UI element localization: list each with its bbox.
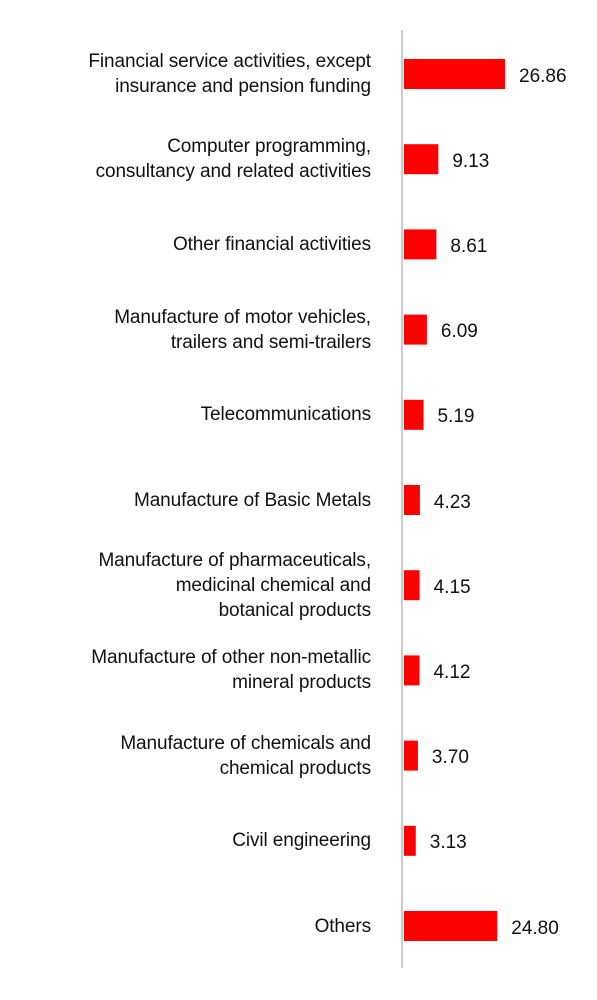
bar-6 [404,485,420,515]
value-label-3: 8.61 [450,235,488,257]
bars-group [404,59,505,941]
value-label-1: 26.86 [519,65,567,87]
bar-10 [404,825,416,856]
category-label-1: Financial service activities, except ins… [88,51,371,97]
category-label-10: Civil engineering [232,830,371,852]
category-label-8: Manufacture of other non-metallic minera… [91,647,371,694]
bar-1 [404,59,505,89]
category-label-9: Manufacture of chemicals and chemical pr… [120,732,371,779]
bar-2 [404,144,439,175]
category-label-4: Manufacture of motor vehicles, trailers … [114,306,371,353]
category-label-2: Computer programming, consultancy and re… [95,136,372,183]
value-label-6: 4.23 [433,491,471,513]
bar-4 [404,314,427,345]
value-label-11: 24.80 [511,917,559,939]
bar-8 [404,655,420,686]
category-label-6: Manufacture of Basic Metals [133,489,371,511]
value-label-8: 4.12 [433,661,471,683]
bar-7 [404,570,420,601]
value-label-7: 4.15 [433,576,471,598]
value-label-5: 5.19 [437,406,475,428]
bar-11 [404,911,498,941]
category-label-3: Other financial activities [172,233,371,255]
value-label-9: 3.70 [431,747,469,769]
bar-5 [404,399,424,430]
category-label-5: Telecommunications [200,404,371,426]
category-label-11: Others [314,915,372,937]
value-label-4: 6.09 [440,321,478,343]
value-label-10: 3.13 [429,832,467,854]
bar-9 [404,740,418,771]
value-label-2: 9.13 [452,150,490,172]
category-label-7: Manufacture of pharmaceuticals, medicina… [98,549,371,621]
bar-3 [404,229,437,260]
